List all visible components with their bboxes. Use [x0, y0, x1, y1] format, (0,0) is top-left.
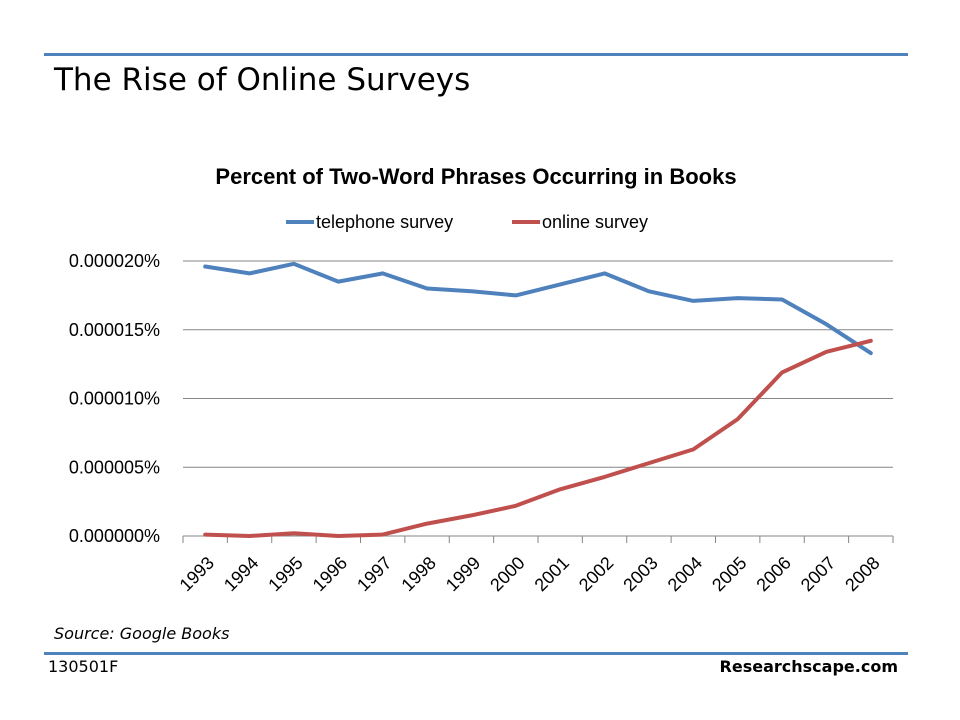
x-tick-label: 2008 — [841, 553, 883, 595]
series-line-online-survey — [203, 338, 873, 538]
legend-label: online survey — [542, 212, 648, 232]
x-tick-label: 1997 — [353, 553, 395, 595]
y-tick-label: 0.000020% — [69, 251, 160, 271]
source-note: Source: Google Books — [54, 624, 230, 643]
x-tick-label: 1998 — [397, 553, 439, 595]
gridlines — [183, 260, 893, 468]
x-axis: 1993 1994 1995 1996 1997 1998 1999 2000 2001 2002… — [176, 535, 894, 595]
x-tick-label: 2006 — [752, 553, 794, 595]
x-tick-label: 2001 — [531, 553, 573, 595]
footer-code: 130501F — [48, 657, 119, 676]
slide-title: The Rise of Online Surveys — [54, 62, 471, 98]
x-tick-label: 1996 — [309, 553, 351, 595]
legend: telephone survey online survey — [286, 212, 648, 232]
x-tick-label: 1995 — [264, 553, 306, 595]
x-tick-label: 1999 — [442, 553, 484, 595]
x-tick-label: 2000 — [486, 553, 528, 595]
y-tick-label: 0.000010% — [69, 389, 160, 409]
x-tick-label: 2005 — [708, 553, 750, 595]
series-lines — [203, 261, 873, 538]
x-tick-label: 2004 — [664, 553, 706, 595]
x-tick-label: 1993 — [176, 553, 218, 595]
series-line-telephone-survey — [203, 261, 873, 356]
legend-label: telephone survey — [316, 212, 453, 232]
top-divider — [44, 53, 908, 56]
x-tick-label: 2003 — [619, 553, 661, 595]
y-tick-label: 0.000015% — [69, 320, 160, 340]
y-axis-tick-labels: 0.000000% 0.000005% 0.000010% 0.000015% 0.00… — [69, 251, 160, 546]
x-tick-label: 2007 — [797, 553, 839, 595]
x-tick-label: 1994 — [220, 553, 262, 595]
x-tick-label: 2002 — [575, 553, 617, 595]
y-tick-label: 0.000005% — [69, 457, 160, 477]
bottom-divider — [44, 652, 908, 655]
chart-title: Percent of Two-Word Phrases Occurring in… — [215, 164, 736, 189]
y-tick-label: 0.000000% — [69, 526, 160, 546]
footer-website: Researchscape.com — [719, 657, 898, 676]
